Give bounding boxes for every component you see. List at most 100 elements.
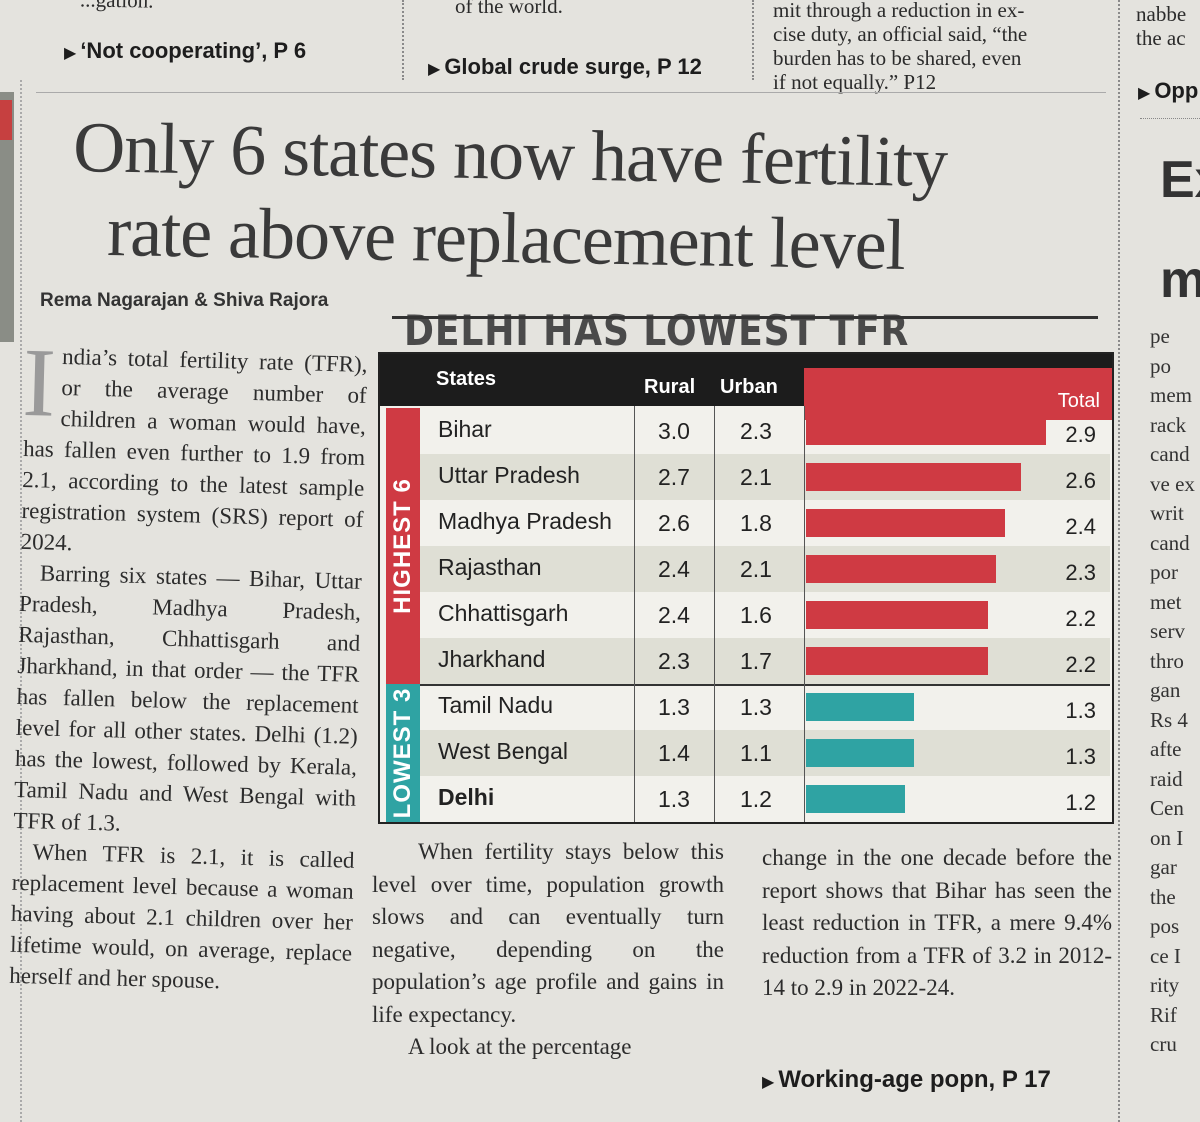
- right-column-line: writ: [1150, 501, 1184, 525]
- total-value: 2.2: [1065, 606, 1096, 631]
- pointer-working-age[interactable]: ▶ Working-age popn, P 17: [762, 1066, 1051, 1094]
- paragraph: When TFR is 2.1, it is called replacemen…: [9, 839, 355, 994]
- rural-value: 2.4: [658, 556, 690, 582]
- pointer-text: Opp: [1154, 78, 1199, 103]
- total-bar: [806, 693, 914, 721]
- group-label-band: HIGHEST 6: [386, 408, 420, 684]
- column-divider: [714, 406, 715, 822]
- side-rule: [1140, 118, 1200, 119]
- total-bar: [806, 463, 1021, 491]
- group-label-band: LOWEST 3: [386, 684, 420, 822]
- state-name: Uttar Pradesh: [438, 462, 580, 488]
- photo-sliver: [0, 92, 14, 342]
- total-value: 2.2: [1065, 652, 1096, 677]
- triangle-arrow-icon: ▶: [762, 1074, 775, 1091]
- urban-value: 1.1: [740, 740, 772, 766]
- right-column-line: the: [1150, 884, 1176, 909]
- right-column-text: pe po mem rack cand ve ex writ cand por met serv th…: [1150, 322, 1200, 1060]
- column-divider: [804, 406, 805, 822]
- rural-value: 3.0: [658, 418, 690, 444]
- right-column-line: ve ex: [1150, 471, 1195, 496]
- urban-value: 1.6: [740, 602, 772, 628]
- right-headline-fragment: Ex: [1160, 151, 1200, 209]
- total-value: 1.2: [1065, 790, 1096, 815]
- chart-title: DELHI HAS LOWEST TFR: [404, 306, 910, 355]
- total-bar: [806, 601, 988, 629]
- state-name: Delhi: [438, 784, 495, 810]
- table-row: Uttar Pradesh 2.7 2.1 2.6: [420, 454, 1110, 500]
- header-urban: Urban: [720, 376, 778, 398]
- state-name: Jharkhand: [438, 646, 546, 672]
- header-states: States: [436, 368, 497, 390]
- header-total: Total: [1057, 390, 1100, 412]
- total-bar: [806, 785, 905, 813]
- pointer-text: Global crude surge, P 12: [444, 54, 702, 79]
- pointer-not-cooperating[interactable]: ▶ ‘Not cooperating’, P 6: [64, 38, 306, 64]
- total-value: 2.6: [1065, 468, 1096, 493]
- header-rural: Rural: [644, 376, 696, 398]
- urban-value: 1.2: [740, 786, 772, 812]
- right-column-line: Cen: [1150, 796, 1184, 820]
- urban-value: 2.1: [740, 556, 772, 582]
- right-column-line: ce I: [1150, 943, 1181, 968]
- right-column-line: pos: [1150, 914, 1180, 938]
- table-row: Rajasthan 2.4 2.1 2.3: [420, 546, 1110, 592]
- table-row: Bihar 3.0 2.3 2.9: [420, 408, 1110, 454]
- column-rule: [1118, 0, 1120, 1122]
- paragraph: When fertility stays below this level ov…: [372, 839, 724, 1027]
- rural-value: 1.3: [658, 694, 690, 720]
- top-quote: mit through a reduction in ex- cise duty…: [773, 0, 1103, 94]
- total-bar: [806, 417, 1046, 445]
- pointer-global-crude[interactable]: ▶ Global crude surge, P 12: [428, 54, 702, 80]
- paragraph: ndia’s total fertility rate (TFR), or th…: [20, 343, 368, 556]
- group-label: LOWEST 3: [389, 687, 416, 819]
- paragraph: A look at the percentage: [408, 1034, 632, 1059]
- quote-line: cise duty, an official said, “the: [773, 22, 1028, 46]
- group-label: HIGHEST 6: [389, 478, 416, 614]
- fragment-line: nabbe: [1136, 2, 1187, 26]
- total-bar: [806, 739, 914, 767]
- byline: Rema Nagarajan & Shiva Rajora: [40, 290, 329, 311]
- quote-line: burden has to be shared, even: [773, 46, 1022, 70]
- triangle-arrow-icon: ▶: [64, 45, 77, 62]
- group-divider: [420, 684, 1110, 686]
- right-column-line: gar: [1150, 855, 1177, 879]
- column-rule: [402, 0, 404, 80]
- top-rule: [36, 92, 1106, 93]
- table-row: West Bengal 1.4 1.1 1.3: [420, 730, 1110, 776]
- quote-line: if not equally.” P12: [773, 70, 937, 94]
- right-column-line: rack: [1150, 412, 1187, 437]
- rural-value: 2.3: [658, 648, 690, 674]
- top-fragment-1: ...gation.: [79, 0, 154, 13]
- urban-value: 1.8: [740, 510, 772, 536]
- pointer-text: Working-age popn, P 17: [778, 1066, 1051, 1093]
- pointer-text: ‘Not cooperating’, P 6: [80, 38, 307, 63]
- total-value: 1.3: [1065, 744, 1096, 769]
- chart-title-rule: [392, 316, 1098, 319]
- right-column-line: cru: [1150, 1032, 1177, 1056]
- triangle-arrow-icon: ▶: [1138, 85, 1151, 102]
- table-row: Tamil Nadu 1.3 1.3 1.3: [420, 684, 1110, 730]
- right-headline-fragment: m: [1160, 251, 1200, 309]
- triangle-arrow-icon: ▶: [428, 61, 441, 78]
- pointer-opp[interactable]: ▶ Opp: [1138, 78, 1198, 104]
- top-fragment-2: of the world.: [455, 0, 563, 18]
- paragraph: change in the one decade before the repo…: [762, 845, 1112, 1000]
- state-name: Madhya Pradesh: [438, 508, 612, 534]
- right-column-line: gan: [1150, 678, 1181, 702]
- right-column-line: cand: [1150, 442, 1190, 466]
- total-value: 2.3: [1065, 560, 1096, 585]
- right-column-line: on I: [1150, 825, 1184, 850]
- right-column-line: afte: [1150, 737, 1182, 761]
- right-column-line: Rif: [1150, 1002, 1177, 1027]
- right-column-line: serv: [1150, 619, 1185, 643]
- dropcap: I: [21, 328, 57, 438]
- table-row: Madhya Pradesh 2.6 1.8 2.4: [420, 500, 1110, 546]
- total-value: 1.3: [1065, 698, 1096, 723]
- header-total-band: Total: [804, 368, 1112, 420]
- fragment-line: the ac: [1136, 26, 1186, 50]
- total-value: 2.4: [1065, 514, 1096, 539]
- state-name: Chhattisgarh: [438, 600, 569, 626]
- state-name: West Bengal: [438, 738, 568, 764]
